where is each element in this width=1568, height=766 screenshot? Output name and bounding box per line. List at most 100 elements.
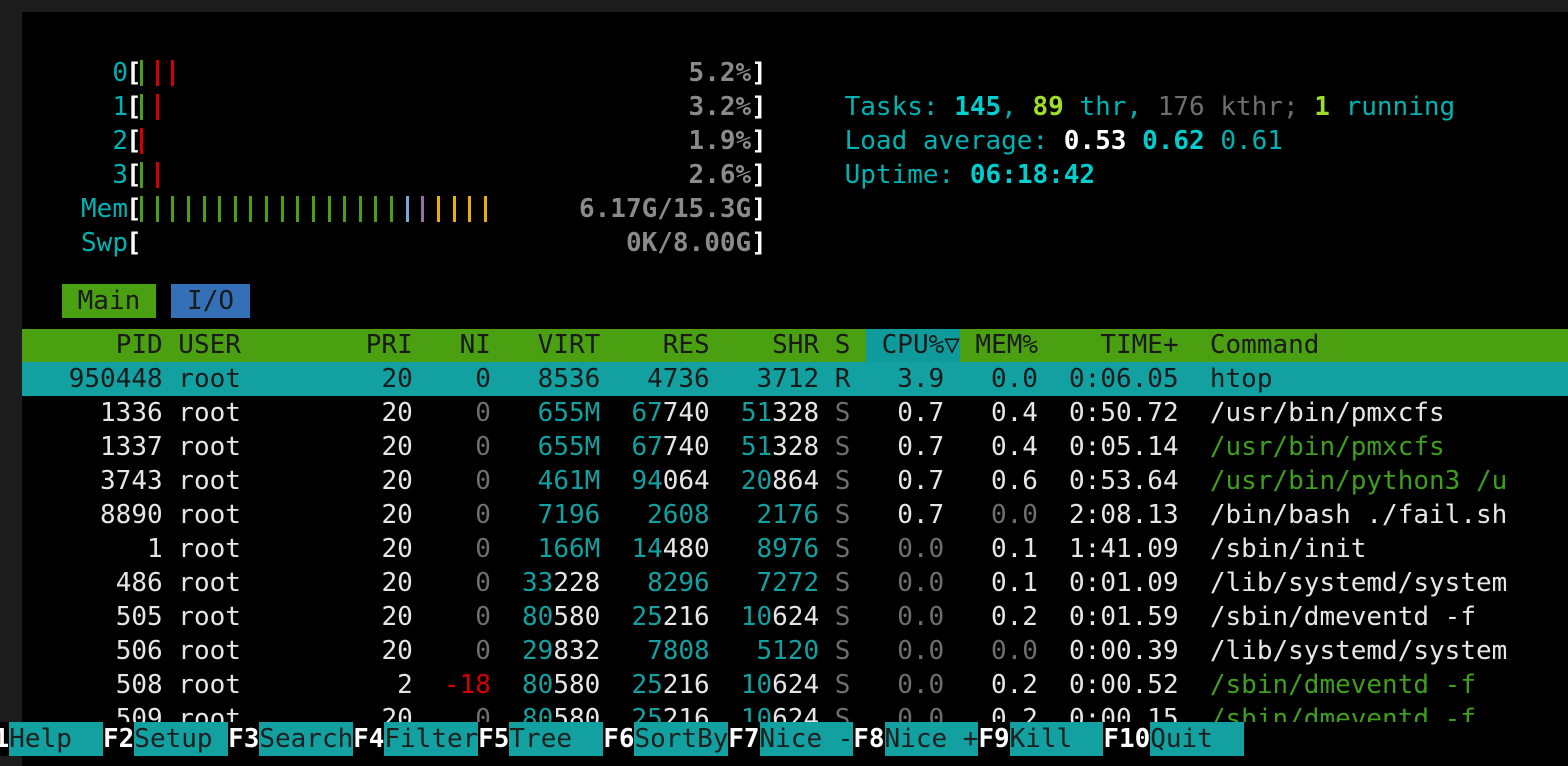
cell-virt-prefix: 7196 — [537, 500, 601, 530]
cell-virt: 33228 — [22, 566, 600, 600]
fn-key-f3[interactable]: F3 — [228, 722, 260, 756]
cell-pri: 20 — [381, 534, 413, 564]
fn-key-f2[interactable]: F2 — [103, 722, 135, 756]
cell-shr-prefix: 51 — [740, 432, 773, 462]
column-header-command[interactable]: Command — [1209, 330, 1320, 360]
table-row[interactable]: 8890 root 20 0 7196 2608 2176 S 0.7 0.0 2:08.13/bi… — [22, 498, 1568, 532]
table-row[interactable]: 1337 root 20 0 655M 67740 51328 S 0.7 0.4 0:05.14/… — [22, 430, 1568, 464]
fn-key-f6[interactable]: F6 — [603, 722, 635, 756]
column-header-mem[interactable]: MEM% — [975, 330, 1039, 360]
cpu3-bracket-open: [ — [126, 160, 142, 190]
load-15min: 0.61 — [1220, 126, 1283, 156]
cell-res-suffix: 216 — [662, 602, 710, 632]
load-average-line: Load average: 0.53 0.62 0.61 — [782, 90, 1283, 156]
fn-label-search[interactable]: Search — [259, 722, 354, 756]
column-header-res[interactable]: RES — [662, 330, 710, 360]
column-header-ni[interactable]: NI — [459, 330, 491, 360]
cell-mem: 0.4 — [990, 432, 1038, 462]
cell-mem: 0.0 — [990, 500, 1038, 530]
table-row[interactable]: 950448 root 20 0 8536 4736 3712 R 3.9 0.0 0:06.05 h… — [22, 362, 1568, 396]
table-row[interactable]: 508 root 2 -18 80580 25216 10624 S 0.0 0.2 0:00.52… — [22, 668, 1568, 702]
cell-s: R — [834, 364, 851, 394]
column-header-pid[interactable]: PID — [115, 330, 163, 360]
cell-virt-suffix: 228 — [553, 568, 601, 598]
fn-label-nice[interactable]: Nice - — [759, 722, 854, 756]
fn-label-nice[interactable]: Nice + — [884, 722, 979, 756]
table-row[interactable]: 505 root 20 0 80580 25216 10624 S 0.0 0.2 0:01.59/… — [22, 600, 1568, 634]
cpu2-value: 1.9% — [688, 126, 752, 156]
sort-column-highlight — [866, 329, 960, 362]
fn-label-quit[interactable]: Quit — [1150, 722, 1245, 756]
cell-time: 2:08.13 — [1069, 500, 1179, 530]
cell-res-prefix: 14 — [631, 534, 663, 564]
memory-bracket-open: [ — [126, 194, 142, 224]
table-row[interactable]: 1336 root 20 0 655M 67740 51328 S 0.7 0.4 0:50.72/… — [22, 396, 1568, 430]
cell-shr: 2176 — [22, 498, 820, 532]
fn-key-f9[interactable]: F9 — [978, 722, 1010, 756]
cell-res-prefix: 67 — [631, 398, 663, 428]
cpu1-bracket-open: [ — [126, 92, 142, 122]
load-5min: 0.62 — [1142, 126, 1205, 156]
cell-virt-prefix: 655M — [537, 432, 601, 462]
column-header-shr[interactable]: SHR — [772, 330, 820, 360]
fn-label-kill[interactable]: Kill — [1009, 722, 1104, 756]
cell-s: S — [834, 500, 851, 530]
cell-virt: 80580 — [22, 668, 600, 702]
cell-res: 67740 — [22, 430, 709, 464]
cell-mem: 0.4 — [990, 398, 1038, 428]
table-row[interactable]: 3743 root 20 0 461M 94064 20864 S 0.7 0.6 0:53.64/… — [22, 464, 1568, 498]
column-header-virt[interactable]: VIRT — [537, 330, 601, 360]
fn-key-f5[interactable]: F5 — [478, 722, 510, 756]
cell-command: /sbin/init — [1209, 534, 1367, 564]
fn-label-tree[interactable]: Tree — [509, 722, 604, 756]
fn-key-f4[interactable]: F4 — [353, 722, 385, 756]
fn-key-f10[interactable]: F10 — [1103, 722, 1151, 756]
table-row[interactable]: 506 root 20 0 29832 7808 5120 S 0.0 0.0 0:00.39/li… — [22, 634, 1568, 668]
cell-pid: 506 — [115, 636, 163, 666]
table-row[interactable]: 486 root 20 0 33228 8296 7272 S 0.0 0.1 0:01.09/li… — [22, 566, 1568, 600]
cell-mem: 0.0 — [990, 636, 1038, 666]
cpu0-value-group: 5.2%] — [22, 56, 767, 90]
column-header-user[interactable]: USER — [178, 330, 241, 360]
fn-key-f1[interactable]: F1 — [0, 722, 9, 756]
cell-ni: 0 — [475, 568, 491, 598]
column-header-cpu[interactable]: CPU%▽ — [881, 330, 960, 360]
cell-cpu: 0.7 — [897, 466, 945, 496]
running-label: running — [1329, 92, 1456, 122]
column-header-pri[interactable]: PRI — [365, 330, 413, 360]
cpu0-value: 5.2% — [688, 58, 752, 88]
cell-virt: 166M — [22, 532, 601, 566]
memory-bar-tick — [483, 196, 487, 222]
cell-shr-prefix: 10 — [740, 602, 773, 632]
cell-shr-prefix: 5120 — [756, 636, 820, 666]
memory-bar-tick — [452, 196, 456, 222]
fn-key-f8[interactable]: F8 — [853, 722, 885, 756]
fn-label-setup[interactable]: Setup — [134, 722, 229, 756]
tab-i-o[interactable]: I/O — [171, 284, 250, 318]
cell-cpu: 0.0 — [897, 568, 945, 598]
cpu3-bar-tick — [140, 162, 143, 188]
cell-pid: 1 — [147, 534, 163, 564]
table-header-row[interactable]: PID USER PRI NI VIRT RES SHR S CPU%▽ MEM% TIME+ Com… — [22, 329, 1568, 362]
table-row[interactable]: 1 root 20 0 166M 14480 8976 S 0.0 0.1 1:41.09/sbin… — [22, 532, 1568, 566]
fn-label-sortby[interactable]: SortBy — [634, 722, 729, 756]
tab-main[interactable]: Main — [62, 284, 156, 318]
column-header-time[interactable]: TIME+ — [1100, 330, 1179, 360]
cell-shr: 3712 — [756, 364, 820, 394]
fn-label-help[interactable]: Help — [9, 722, 104, 756]
fn-key-f7[interactable]: F7 — [728, 722, 760, 756]
cell-cpu: 0.0 — [897, 670, 945, 700]
column-header-s[interactable]: S — [834, 330, 851, 360]
cpu1-value-group: 3.2%] — [22, 90, 767, 124]
cpu1-bar-tick — [155, 94, 159, 120]
cell-shr-prefix: 2176 — [756, 500, 820, 530]
tasks-line: Tasks: 145, 89 thr, 176 kthr; 1 running — [782, 56, 1456, 122]
cell-res-prefix: 8296 — [647, 568, 710, 598]
cell-pid: 8890 — [100, 500, 163, 530]
cell-res: 7808 — [22, 634, 710, 668]
cell-virt-prefix: 166M — [537, 534, 601, 564]
cell-s: S — [834, 670, 851, 700]
cell-ni: 0 — [475, 500, 491, 530]
cell-ni: 0 — [475, 466, 491, 496]
fn-label-filter[interactable]: Filter — [384, 722, 479, 756]
